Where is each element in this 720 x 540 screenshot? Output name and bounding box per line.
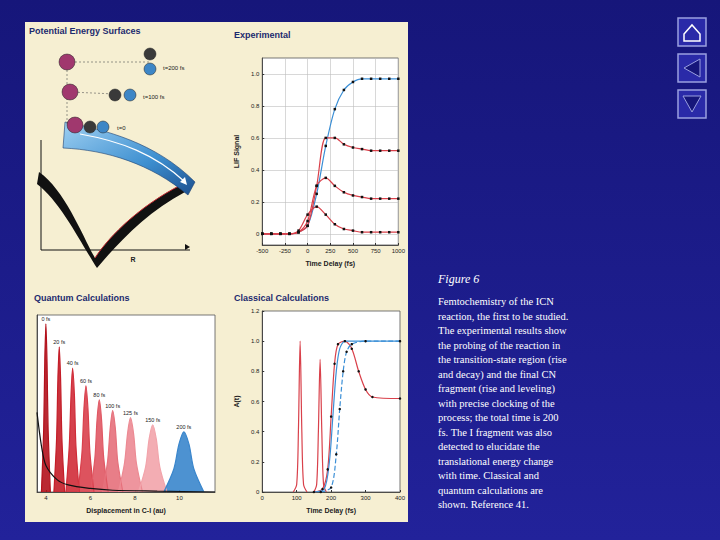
svg-text:300: 300	[361, 495, 372, 501]
svg-text:0.2: 0.2	[251, 459, 260, 465]
svg-text:200 fs: 200 fs	[176, 424, 191, 430]
html-text:The experimental results show: The experimental results show	[438, 325, 567, 336]
svg-text:t=200 fs: t=200 fs	[163, 65, 185, 71]
svg-text:0.2: 0.2	[251, 199, 260, 205]
html-text:detected to elucidate the: detected to elucidate the	[438, 441, 540, 452]
svg-text:10: 10	[176, 495, 183, 501]
svg-text:500: 500	[348, 248, 359, 254]
svg-text:0.4: 0.4	[251, 167, 260, 173]
svg-text:Time Delay (fs): Time Delay (fs)	[306, 507, 356, 515]
html-text:and decay) and the final CN: and decay) and the final CN	[438, 368, 557, 380]
svg-text:8: 8	[133, 495, 137, 501]
svg-text:0.8: 0.8	[251, 103, 260, 109]
svg-text:0: 0	[256, 489, 260, 495]
svg-text:Classical Calculations: Classical Calculations	[234, 293, 329, 303]
svg-text:Experimental: Experimental	[234, 30, 291, 40]
svg-text:Time Delay (fs): Time Delay (fs)	[305, 260, 355, 268]
svg-text:R: R	[130, 256, 135, 263]
svg-text:60 fs: 60 fs	[80, 378, 92, 384]
html-text:the probing of the reaction in: the probing of the reaction in	[438, 339, 561, 351]
html-text:fragment (rise and leveling): fragment (rise and leveling)	[438, 383, 555, 394]
svg-text:1.0: 1.0	[251, 338, 260, 344]
svg-text:Quantum Calculations: Quantum Calculations	[34, 293, 130, 303]
svg-text:0.4: 0.4	[251, 429, 260, 435]
svg-text:250: 250	[325, 248, 336, 254]
svg-text:0: 0	[256, 231, 260, 237]
svg-text:0.6: 0.6	[251, 399, 260, 405]
svg-text:A(t): A(t)	[233, 395, 241, 407]
html-text:process; the total time is 200: process; the total time is 200	[438, 412, 559, 423]
svg-text:0.8: 0.8	[251, 368, 260, 374]
svg-text:Displacement in C-I (au): Displacement in C-I (au)	[86, 507, 166, 515]
svg-text:200: 200	[326, 495, 337, 501]
svg-text:0 fs: 0 fs	[41, 316, 50, 322]
html-text:with precise clocking of the: with precise clocking of the	[438, 397, 555, 409]
svg-text:-250: -250	[279, 248, 292, 254]
svg-text:t=0: t=0	[117, 125, 126, 131]
svg-text:0: 0	[306, 248, 310, 254]
svg-text:80 fs: 80 fs	[93, 392, 105, 398]
html-text:the transition-state region (r: the transition-state region (rise	[438, 354, 567, 365]
svg-text:4: 4	[44, 495, 48, 501]
svg-text:750: 750	[371, 248, 382, 254]
html-text:translational energy change: translational energy change	[438, 455, 554, 467]
svg-text:1000: 1000	[392, 248, 406, 254]
svg-text:1.0: 1.0	[251, 71, 260, 77]
html-text:shown. Reference 41.: shown. Reference 41.	[438, 499, 529, 510]
html-text:with time. Classical and: with time. Classical and	[438, 470, 539, 481]
html-text:quantum calculations are: quantum calculations are	[438, 484, 543, 496]
svg-text:100 fs: 100 fs	[105, 403, 120, 409]
svg-text:100: 100	[292, 495, 303, 501]
svg-text:125 fs: 125 fs	[123, 410, 138, 416]
svg-text:t=100 fs: t=100 fs	[143, 94, 165, 100]
svg-text:-500: -500	[256, 248, 269, 254]
svg-text:LIF Signal: LIF Signal	[233, 135, 241, 169]
svg-text:0.6: 0.6	[251, 135, 260, 141]
svg-text:6: 6	[89, 495, 93, 501]
html-text:fs. The I fragment was also: fs. The I fragment was also	[438, 426, 553, 438]
svg-text:1.2: 1.2	[251, 308, 260, 314]
svg-text:150 fs: 150 fs	[145, 417, 160, 423]
svg-text:40 fs: 40 fs	[67, 360, 79, 366]
html-text:Femtochemistry of the ICN: Femtochemistry of the ICN	[438, 296, 554, 307]
svg-text:20 fs: 20 fs	[53, 339, 65, 345]
svg-text:400: 400	[395, 495, 406, 501]
html-text:reaction, the first to be stud: reaction, the first to be studied.	[438, 310, 569, 322]
svg-text:Potential Energy Surfaces: Potential Energy Surfaces	[29, 26, 141, 36]
html-text:Figure 6: Figure 6	[438, 272, 480, 286]
svg-text:0: 0	[261, 495, 265, 501]
